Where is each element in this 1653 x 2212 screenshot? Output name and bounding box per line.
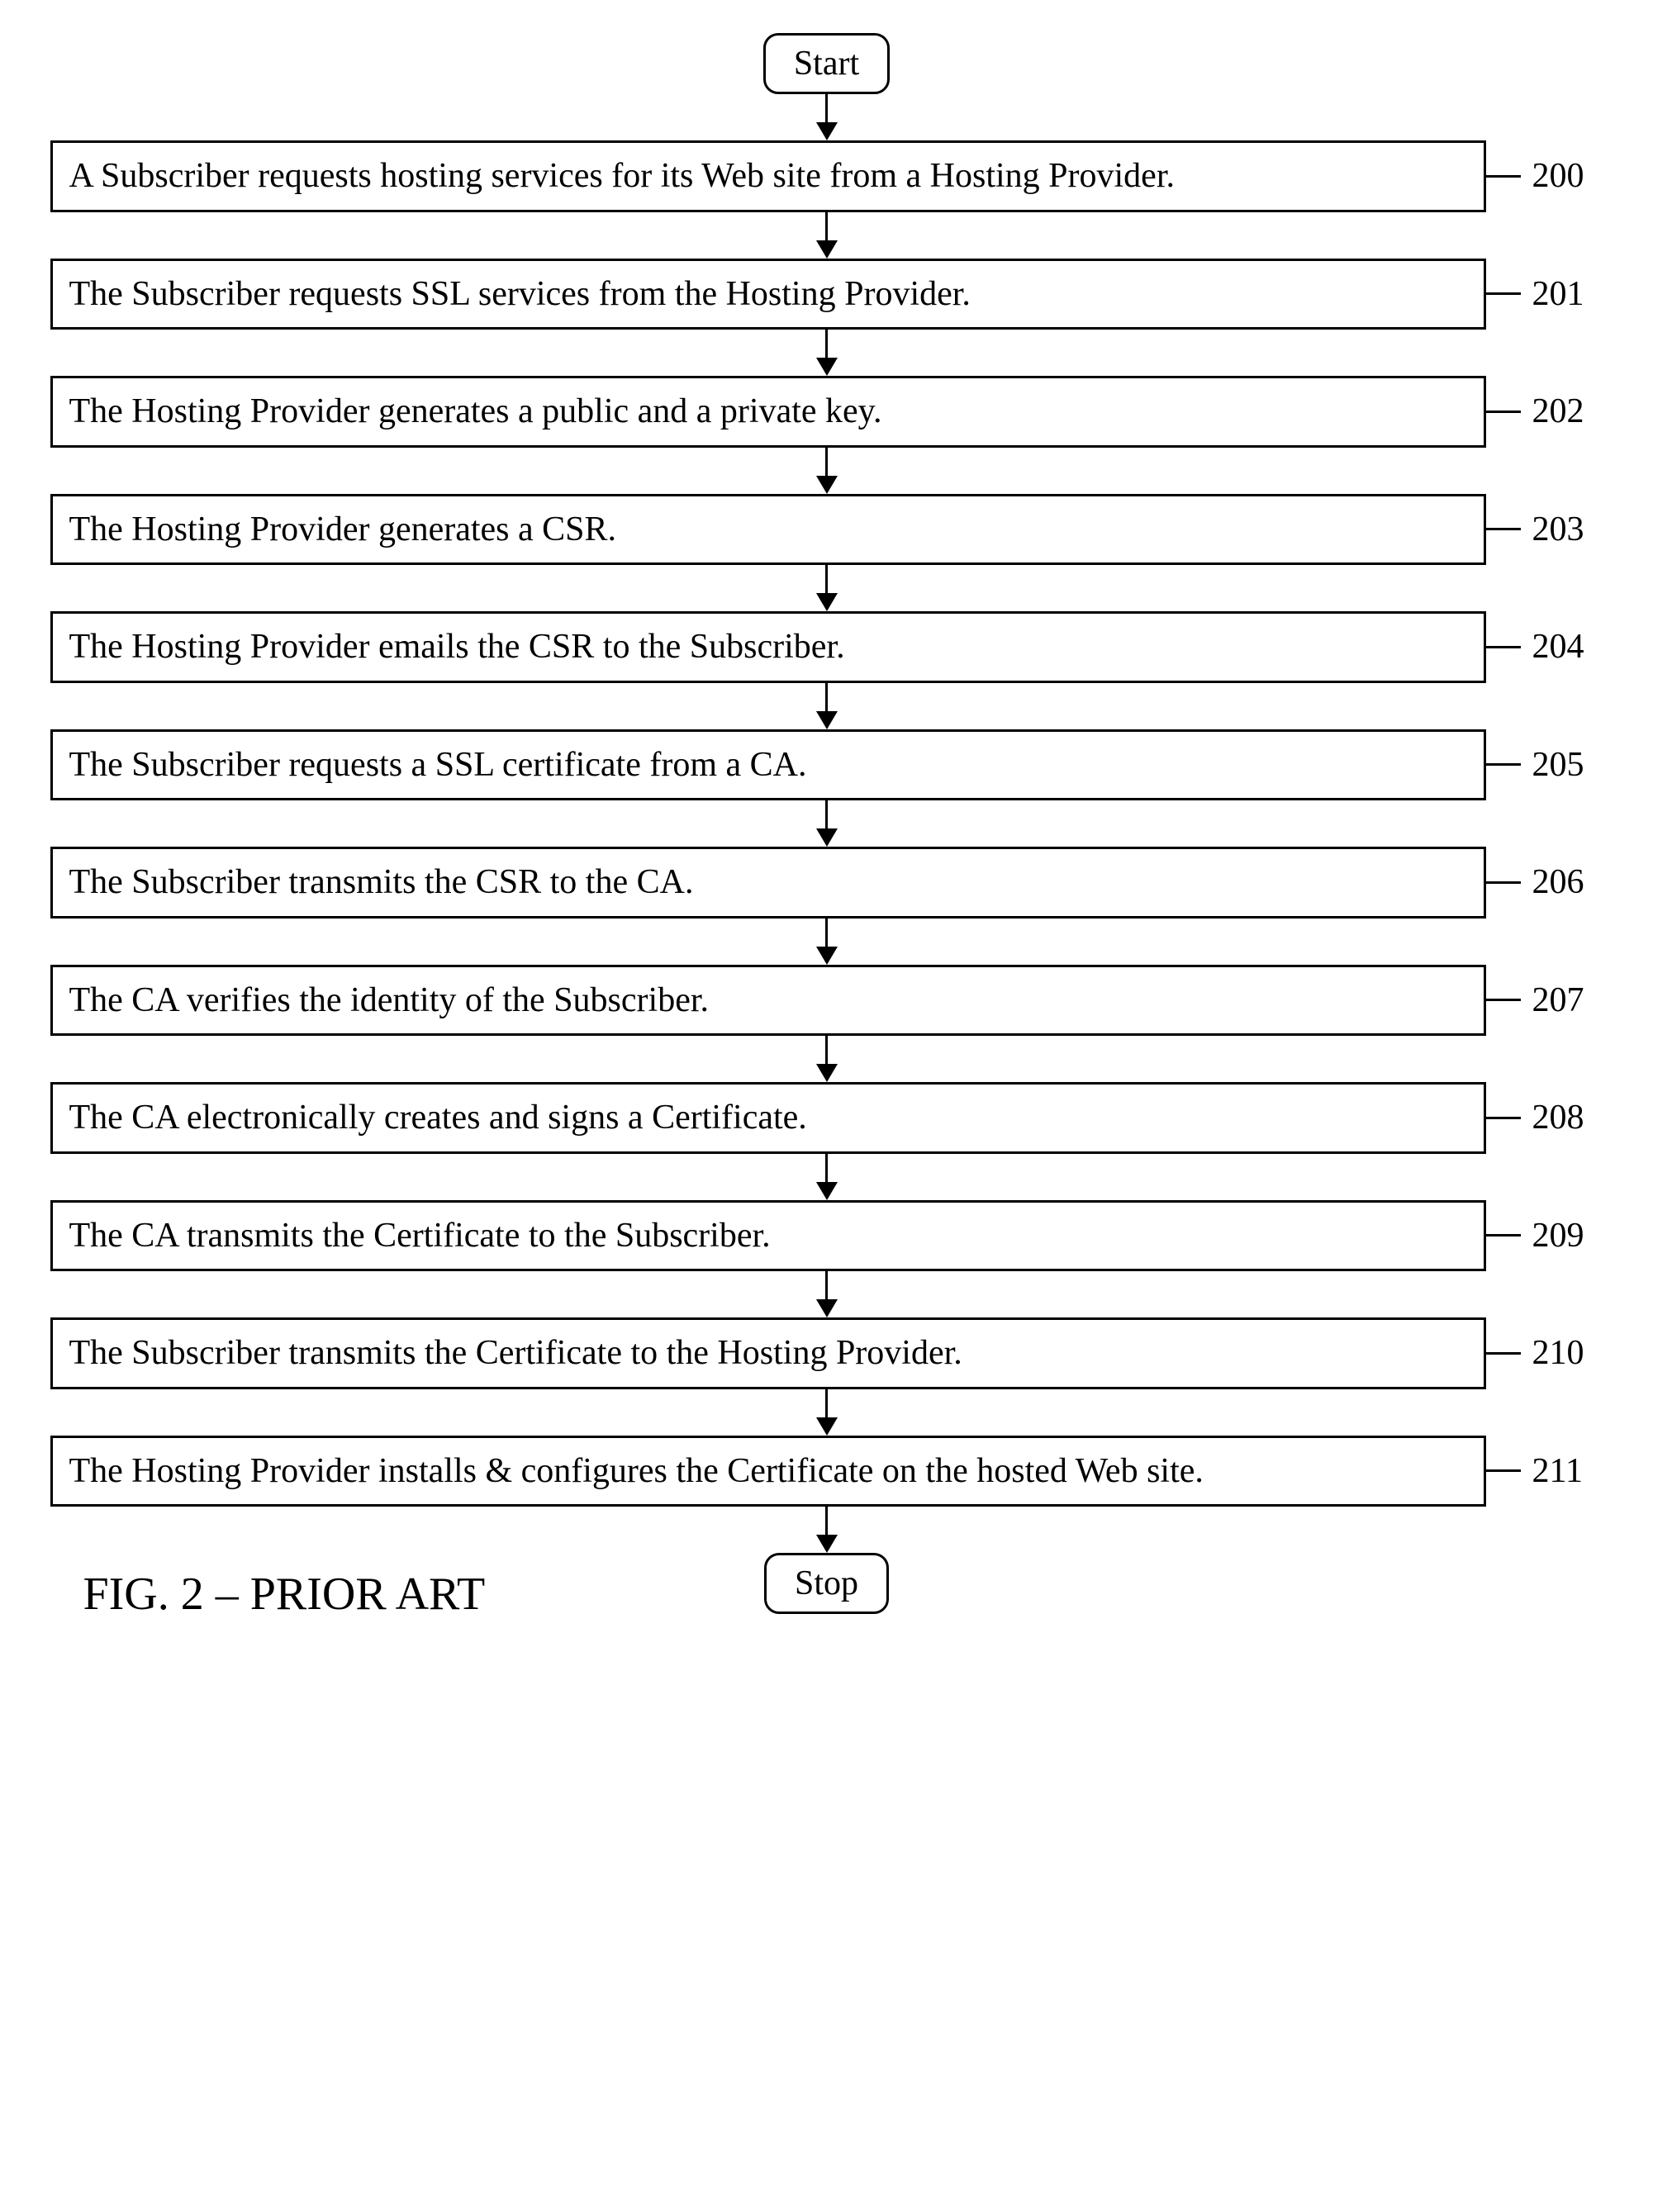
ref-connector xyxy=(1486,881,1521,884)
step-row: The CA electronically creates and signs … xyxy=(50,1082,1603,1154)
arrow xyxy=(816,1036,838,1082)
ref-connector xyxy=(1486,646,1521,648)
step-box: The Subscriber requests a SSL certificat… xyxy=(50,729,1486,801)
ref-connector xyxy=(1486,411,1521,413)
step-box: The Subscriber transmits the CSR to the … xyxy=(50,847,1486,919)
ref-connector xyxy=(1486,999,1521,1001)
arrow xyxy=(816,800,838,847)
step-row: The Hosting Provider emails the CSR to t… xyxy=(50,611,1603,683)
arrow xyxy=(816,212,838,259)
arrow xyxy=(816,1389,838,1436)
arrow xyxy=(816,565,838,611)
ref-connector xyxy=(1486,1117,1521,1119)
arrow xyxy=(816,683,838,729)
caption-row: FIG. 2 – PRIOR ART xyxy=(50,1568,1603,1621)
ref-connector xyxy=(1486,1352,1521,1355)
ref-number: 204 xyxy=(1521,627,1603,667)
step-box: The CA electronically creates and signs … xyxy=(50,1082,1486,1154)
ref-number: 207 xyxy=(1521,980,1603,1020)
step-row: The Subscriber transmits the CSR to the … xyxy=(50,847,1603,919)
ref-number: 208 xyxy=(1521,1098,1603,1137)
ref-connector xyxy=(1486,763,1521,766)
figure-caption: FIG. 2 – PRIOR ART xyxy=(50,1568,486,1621)
ref-number: 210 xyxy=(1521,1333,1603,1373)
step-row: The Hosting Provider installs & configur… xyxy=(50,1436,1603,1507)
step-row: The Hosting Provider generates a CSR. 20… xyxy=(50,494,1603,566)
step-box: The Hosting Provider emails the CSR to t… xyxy=(50,611,1486,683)
step-row: The CA transmits the Certificate to the … xyxy=(50,1200,1603,1272)
arrow xyxy=(816,1507,838,1553)
ref-number: 200 xyxy=(1521,156,1603,196)
start-terminal: Start xyxy=(763,33,890,94)
step-box: The Subscriber requests SSL services fro… xyxy=(50,259,1486,330)
step-row: The Subscriber transmits the Certificate… xyxy=(50,1317,1603,1389)
step-box: The Hosting Provider generates a CSR. xyxy=(50,494,1486,566)
step-box: The Subscriber transmits the Certificate… xyxy=(50,1317,1486,1389)
step-row: The Subscriber requests SSL services fro… xyxy=(50,259,1603,330)
ref-connector xyxy=(1486,292,1521,295)
ref-number: 206 xyxy=(1521,862,1603,902)
step-box: The Hosting Provider generates a public … xyxy=(50,376,1486,448)
arrow xyxy=(816,919,838,965)
step-row: The Subscriber requests a SSL certificat… xyxy=(50,729,1603,801)
step-box: A Subscriber requests hosting services f… xyxy=(50,140,1486,212)
ref-connector xyxy=(1486,1234,1521,1237)
ref-number: 201 xyxy=(1521,274,1603,314)
step-row: The Hosting Provider generates a public … xyxy=(50,376,1603,448)
ref-connector xyxy=(1486,175,1521,178)
step-row: The CA verifies the identity of the Subs… xyxy=(50,965,1603,1037)
step-box: The CA verifies the identity of the Subs… xyxy=(50,965,1486,1037)
arrow xyxy=(816,1271,838,1317)
ref-number: 205 xyxy=(1521,745,1603,785)
step-box: The CA transmits the Certificate to the … xyxy=(50,1200,1486,1272)
arrow xyxy=(816,448,838,494)
arrow xyxy=(816,1154,838,1200)
arrow xyxy=(816,94,838,140)
step-box: The Hosting Provider installs & configur… xyxy=(50,1436,1486,1507)
step-row: A Subscriber requests hosting services f… xyxy=(50,140,1603,212)
ref-number: 211 xyxy=(1521,1451,1603,1491)
ref-number: 203 xyxy=(1521,510,1603,549)
ref-number: 202 xyxy=(1521,392,1603,431)
ref-number: 209 xyxy=(1521,1216,1603,1256)
ref-connector xyxy=(1486,528,1521,530)
flowchart-container: Start A Subscriber requests hosting serv… xyxy=(50,33,1603,1621)
arrow xyxy=(816,330,838,376)
ref-connector xyxy=(1486,1469,1521,1472)
